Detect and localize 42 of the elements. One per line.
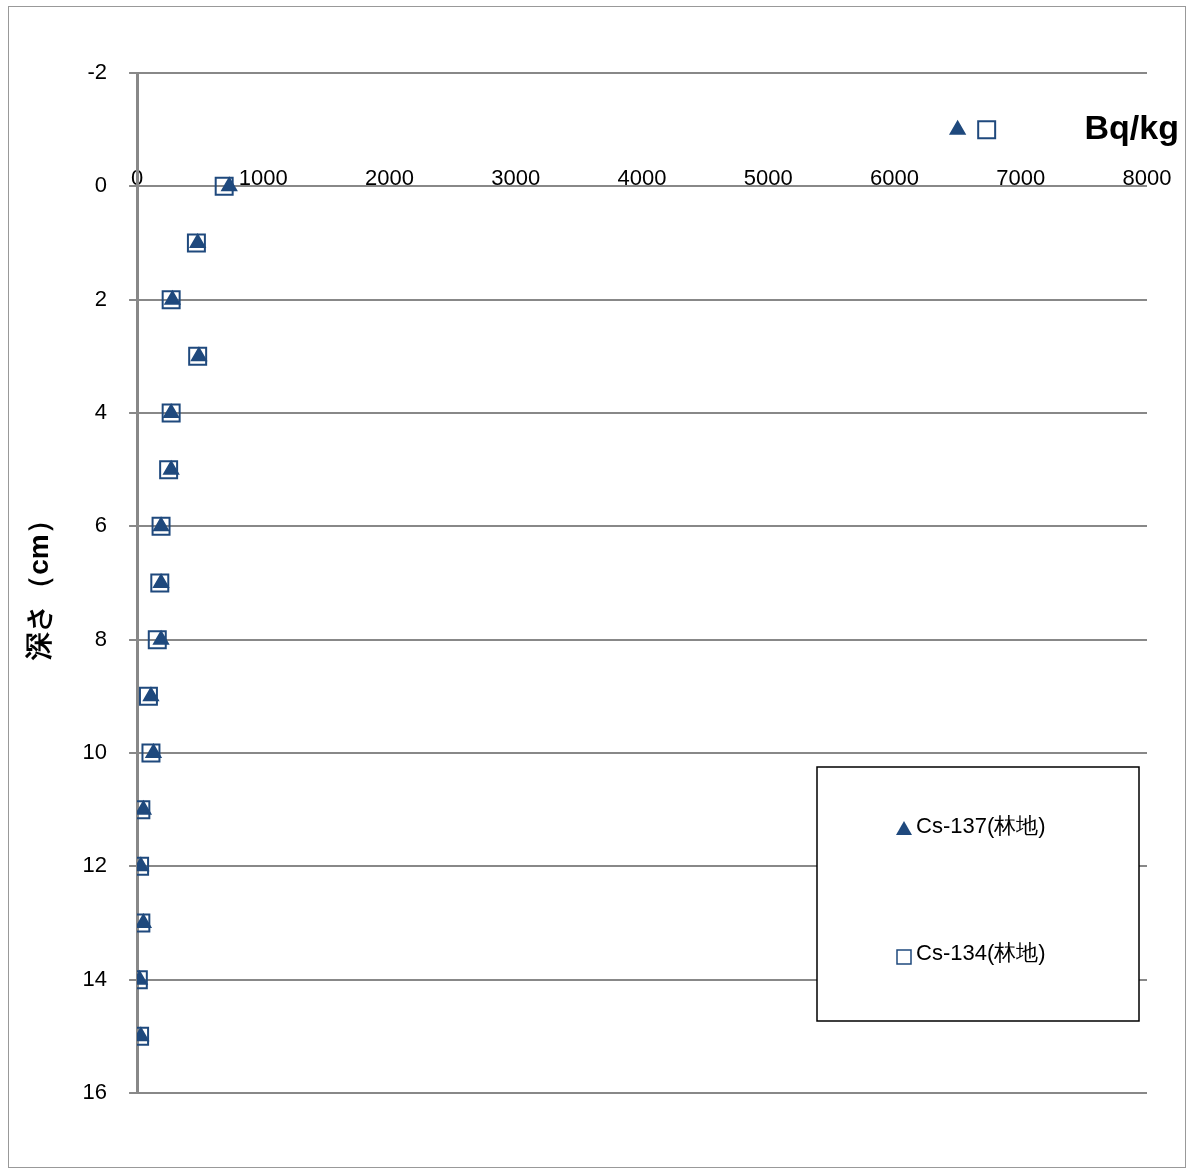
x-tick-label: 4000 — [617, 165, 667, 191]
y-tick-label: -2 — [87, 59, 108, 85]
x-tick-label: 2000 — [365, 165, 415, 191]
point — [189, 234, 206, 248]
point — [977, 120, 997, 140]
y-tick-label: 10 — [82, 739, 108, 765]
point — [164, 290, 181, 305]
point — [163, 404, 180, 418]
point — [143, 687, 159, 702]
point — [161, 290, 181, 310]
point — [161, 403, 181, 423]
point — [147, 630, 167, 650]
x-tick-label: 3000 — [491, 165, 541, 191]
x-tick-label: 7000 — [996, 165, 1046, 191]
y-tick-label: 8 — [94, 625, 108, 651]
x-tick-label: 5000 — [743, 165, 793, 191]
point — [186, 233, 206, 253]
y-tick-label: 12 — [82, 852, 108, 878]
x-tick-label: 1000 — [238, 165, 288, 191]
point — [153, 630, 169, 645]
y-tick-label: 6 — [94, 512, 108, 538]
x-tick-label: 6000 — [870, 165, 919, 191]
point — [138, 686, 158, 706]
point — [159, 460, 179, 480]
point — [137, 914, 152, 928]
point — [137, 800, 152, 815]
y-tick-label: 14 — [82, 965, 108, 991]
y-tick-label: 4 — [94, 399, 108, 425]
point — [163, 460, 180, 475]
point — [153, 574, 169, 588]
point — [150, 573, 170, 593]
y-axis-title: 深さ（cm） — [22, 506, 54, 661]
point — [145, 744, 162, 758]
x-axis-title: Bq/kg — [1084, 108, 1179, 147]
y-tick-label: 16 — [82, 1079, 108, 1105]
y-tick-label: 2 — [94, 285, 108, 311]
x-tick-label: 8000 — [1122, 165, 1172, 191]
point — [141, 743, 161, 763]
legend-label: Cs-137(林地) — [916, 813, 1046, 839]
legend-label: Cs-134(林地) — [916, 940, 1046, 966]
point — [214, 176, 234, 196]
point — [949, 120, 966, 135]
